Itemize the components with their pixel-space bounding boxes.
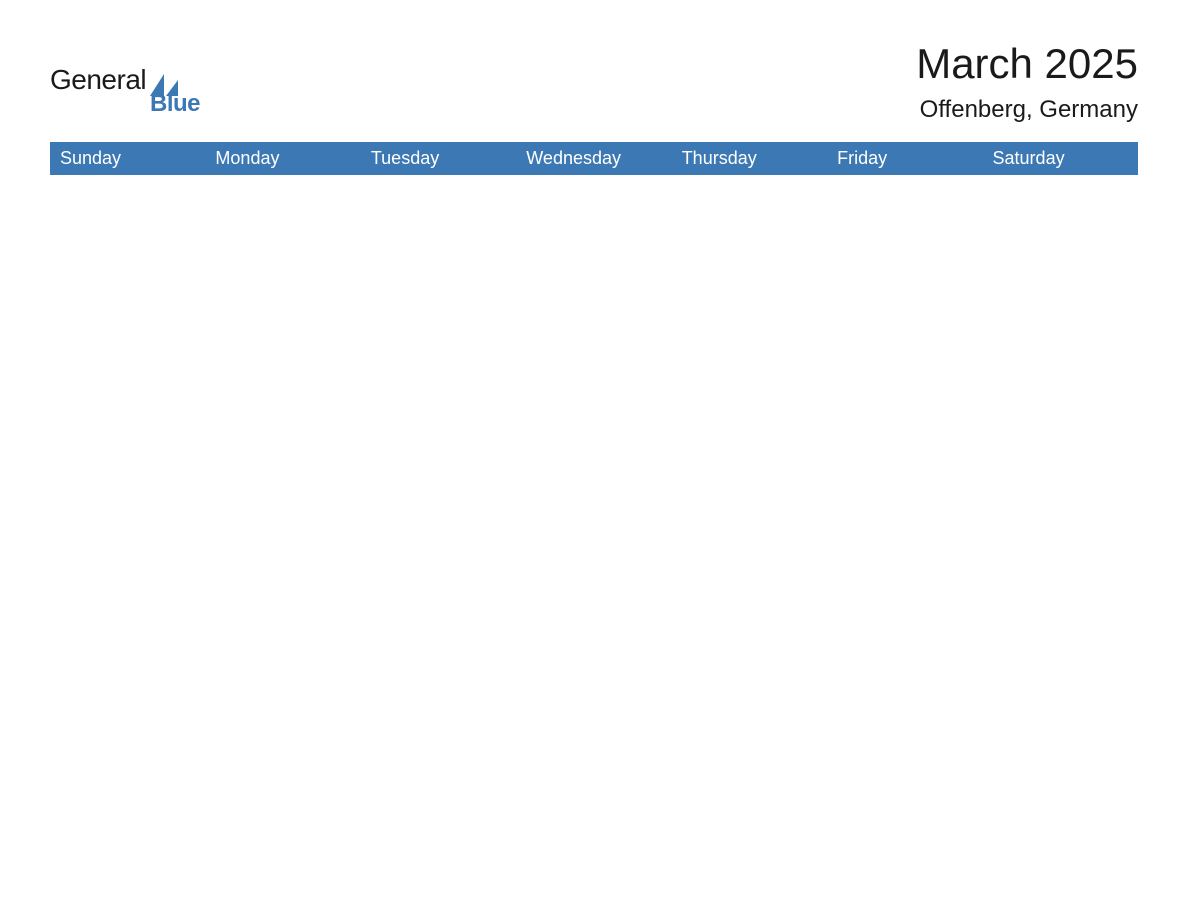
- logo-text-general: General: [50, 64, 146, 96]
- header-region: General Blue March 2025 Offenberg, Germa…: [50, 40, 1138, 124]
- month-title: March 2025: [916, 40, 1138, 88]
- weekday-header: Saturday: [983, 142, 1138, 175]
- weekday-header: Thursday: [672, 142, 827, 175]
- weekday-header: Tuesday: [361, 142, 516, 175]
- location-subtitle: Offenberg, Germany: [916, 96, 1138, 124]
- logo-text-blue: Blue: [150, 90, 200, 118]
- weekday-header-row: Sunday Monday Tuesday Wednesday Thursday…: [50, 142, 1138, 175]
- heading-block: March 2025 Offenberg, Germany: [916, 40, 1138, 124]
- weekday-header: Wednesday: [516, 142, 671, 175]
- weekday-header: Friday: [827, 142, 982, 175]
- weekday-header: Sunday: [50, 142, 205, 175]
- weekday-header: Monday: [205, 142, 360, 175]
- calendar-table: Sunday Monday Tuesday Wednesday Thursday…: [50, 142, 1138, 175]
- logo: General Blue: [50, 64, 200, 118]
